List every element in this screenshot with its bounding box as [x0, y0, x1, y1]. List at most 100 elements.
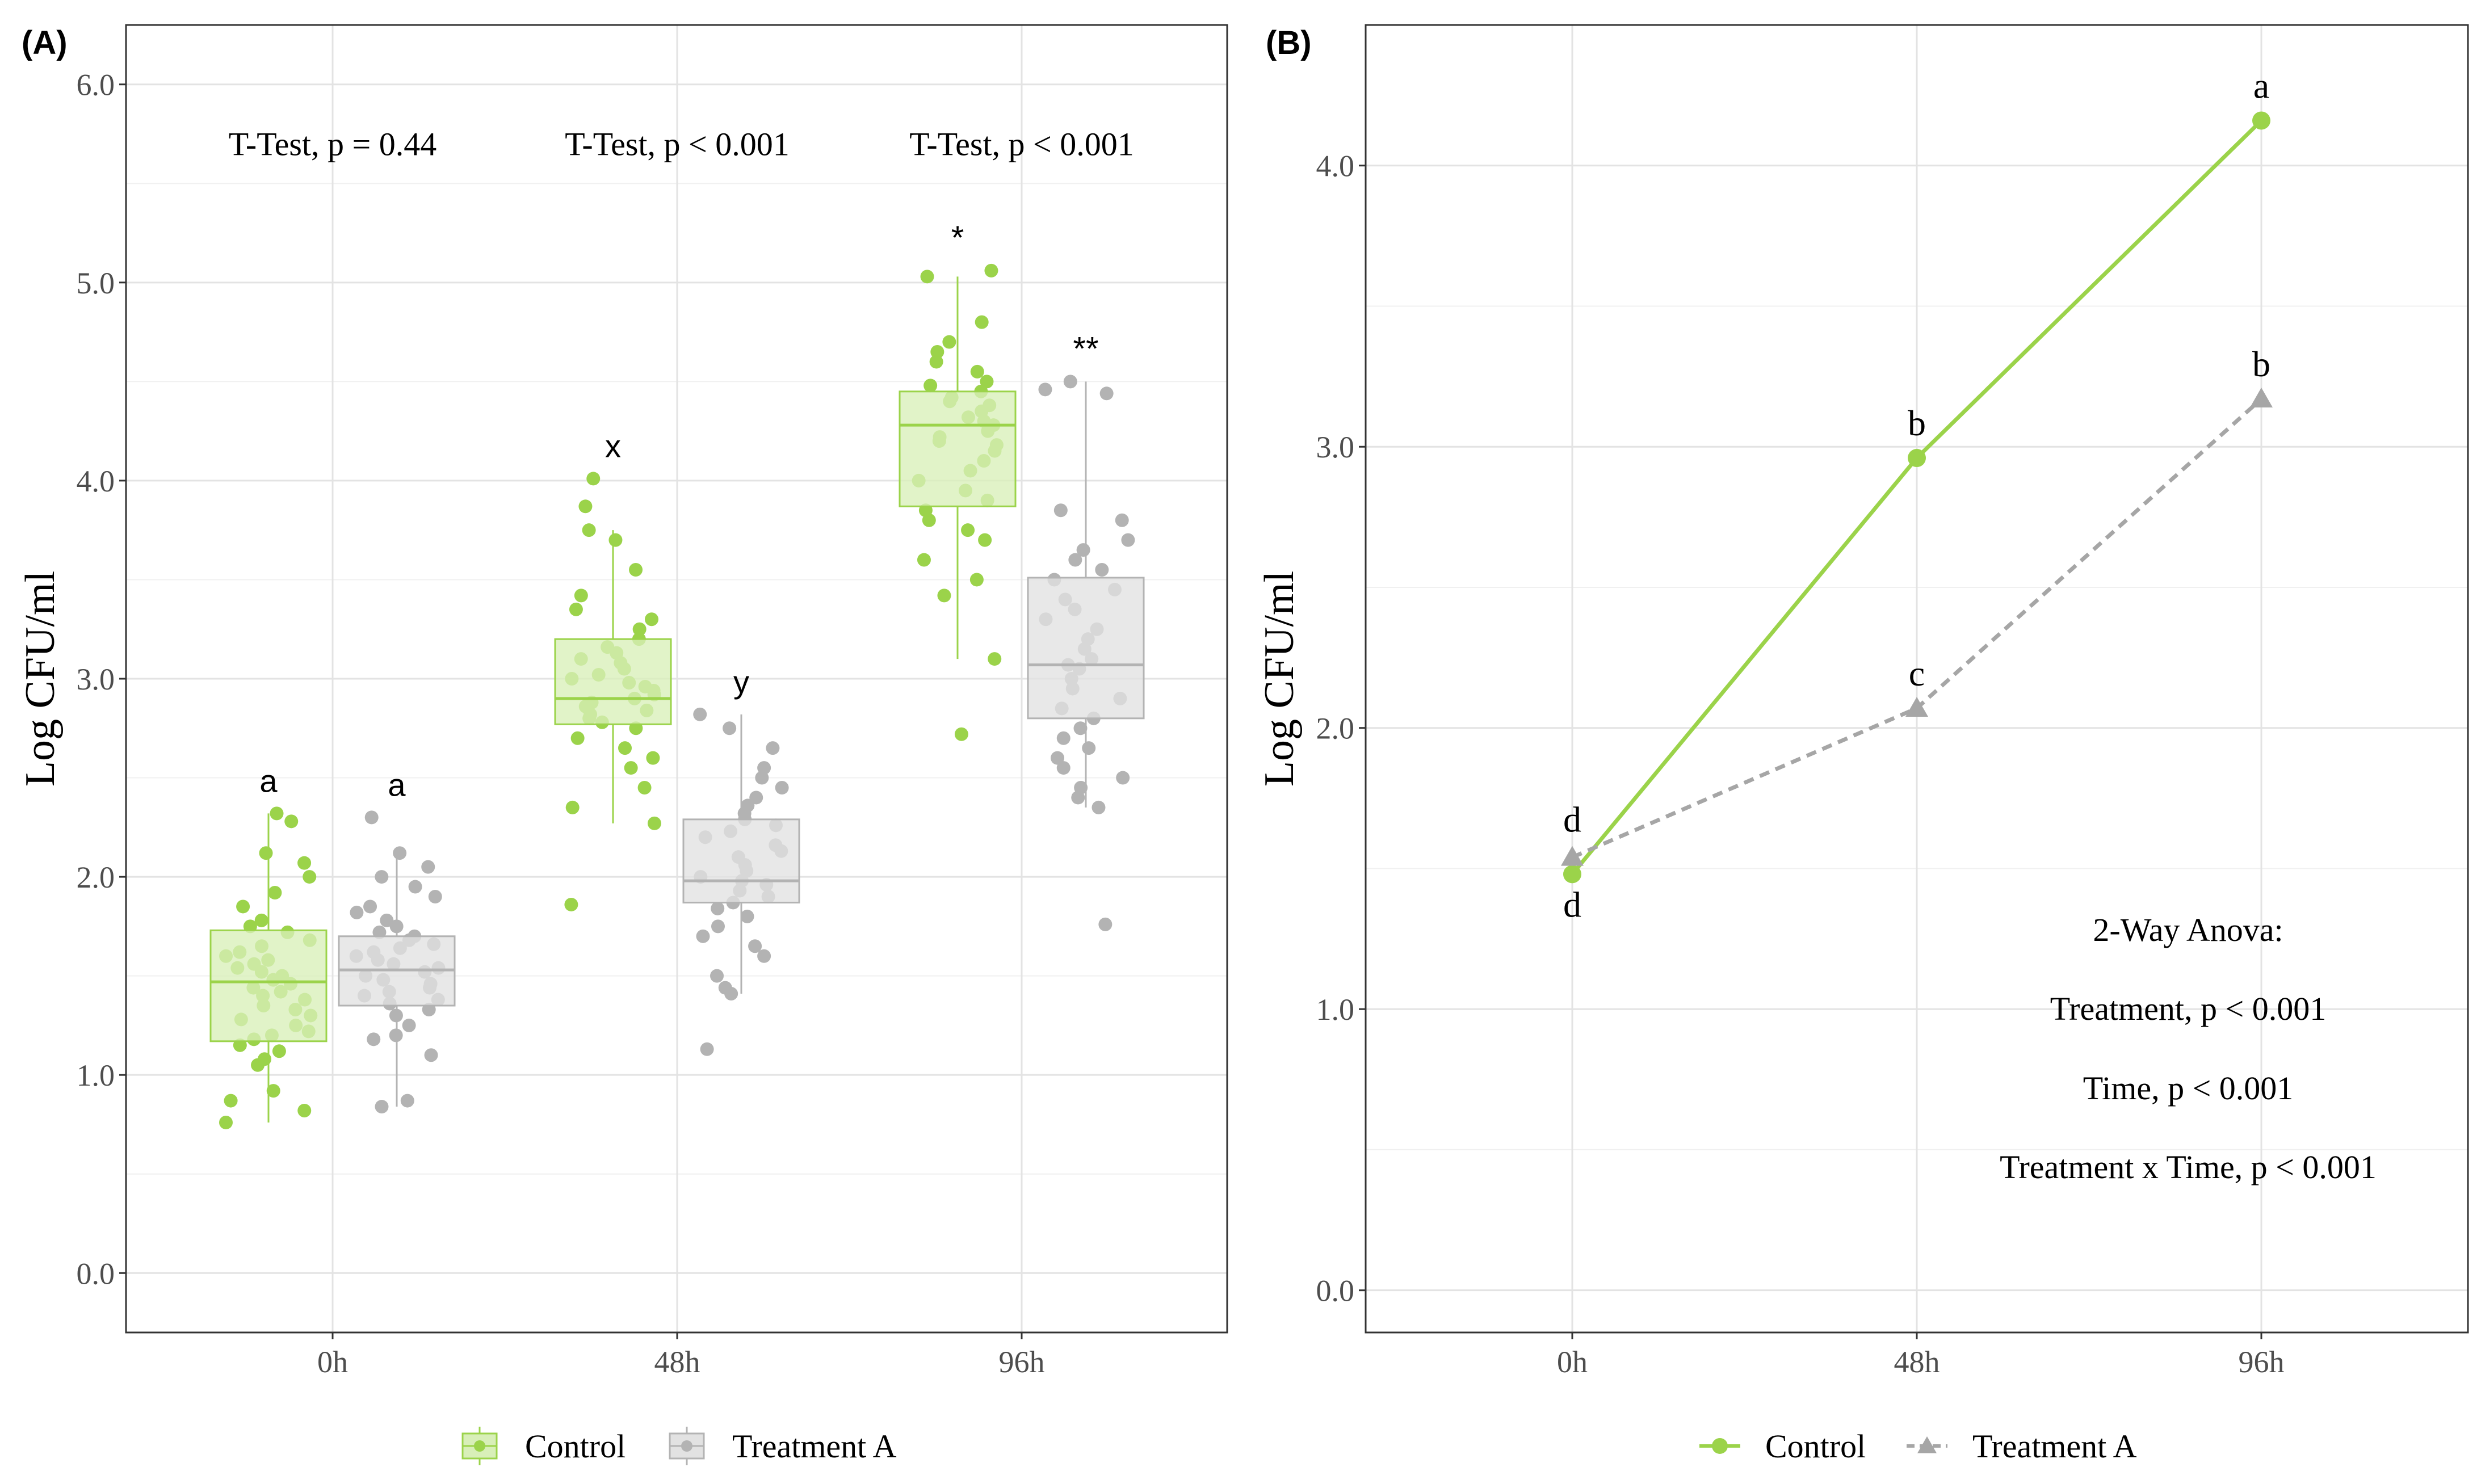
jitter-point: [1092, 800, 1106, 814]
jitter-point: [942, 335, 956, 349]
jitter-point: [364, 810, 379, 825]
y-tick-label: 0.0: [77, 1256, 115, 1290]
significance-letter: y: [733, 664, 749, 700]
jitter-point: [303, 870, 317, 884]
panel-b-anova-annotation: 2-Way Anova: Treatment, p < 0.001 Time, …: [2000, 911, 2377, 1185]
jitter-point: [961, 523, 975, 537]
jitter-point: [570, 731, 585, 745]
anova-line-time: Time, p < 0.001: [2083, 1070, 2294, 1107]
legend-key-point: [474, 1440, 485, 1452]
jitter-point: [402, 1018, 416, 1032]
legend-label: Control: [525, 1428, 626, 1465]
y-tick-label: 1.0: [1316, 993, 1355, 1027]
jitter-point: [1073, 721, 1088, 735]
x-tick-label: 48h: [1894, 1345, 1940, 1379]
jitter-point: [700, 1042, 714, 1056]
point-marker: [2250, 387, 2273, 407]
jitter-point: [748, 939, 762, 953]
y-tick-label: 4.0: [1316, 149, 1355, 183]
significance-letter: d: [1563, 884, 1581, 924]
panel-b-gridlines: [1366, 25, 2468, 1332]
jitter-point: [978, 533, 992, 547]
jitter-point: [1082, 741, 1096, 755]
jitter-point: [954, 727, 968, 741]
significance-letter: a: [388, 767, 406, 802]
panel-b-x-ticks: 0h 48h 96h: [1557, 1332, 2285, 1379]
anova-title: 2-Way Anova:: [2093, 911, 2283, 948]
jitter-point: [917, 553, 931, 567]
jitter-point: [219, 1115, 233, 1129]
jitter-point: [428, 890, 442, 903]
x-tick-label: 96h: [2239, 1345, 2285, 1379]
significance-letter: c: [1909, 653, 1925, 693]
jitter-point: [266, 1084, 280, 1098]
jitter-point: [284, 814, 299, 829]
panel-b-legend: Control Treatment A: [1699, 1428, 2137, 1465]
panel-a-significance-letters: a x * a y **: [259, 220, 1098, 802]
jitter-point: [259, 846, 273, 860]
jitter-point: [975, 315, 989, 329]
jitter-point: [424, 1048, 438, 1062]
jitter-point: [236, 899, 250, 914]
x-tick-label: 0h: [317, 1345, 348, 1379]
jitter-point: [696, 929, 710, 943]
jitter-point: [565, 800, 580, 814]
box-iqr: [682, 818, 800, 903]
panel-b-series-markers: [1561, 111, 2273, 884]
panel-b-line-chart: (B) 0.0 1.0 2.0 3.0 4.0 0h 48h 96h d b a d c b 2-Wa…: [1256, 24, 2469, 1465]
ttest-annotation: T-Test, p < 0.001: [565, 125, 789, 162]
jitter-point: [710, 969, 724, 983]
y-tick-label: 4.0: [77, 464, 115, 498]
panel-b-label: (B): [1266, 24, 1312, 61]
jitter-point: [711, 919, 725, 934]
jitter-point: [740, 909, 754, 923]
point-marker: [1561, 846, 1584, 866]
jitter-point: [1068, 553, 1082, 567]
jitter-point: [988, 652, 1002, 666]
significance-letter: b: [1908, 403, 1926, 443]
jitter-point: [400, 1094, 414, 1108]
jitter-point: [268, 886, 282, 900]
significance-letter: b: [2252, 344, 2270, 384]
jitter-point: [937, 588, 951, 603]
ttest-annotation: T-Test, p < 0.001: [909, 125, 1134, 162]
legend-key-point: [681, 1440, 692, 1452]
y-tick-label: 1.0: [77, 1058, 115, 1092]
point-marker: [1905, 697, 1928, 717]
jitter-point: [1051, 751, 1065, 765]
jitter-point: [723, 721, 737, 735]
jitter-point: [624, 761, 638, 775]
significance-letter: **: [1073, 330, 1098, 367]
jitter-point: [367, 1032, 381, 1046]
jitter-point: [637, 781, 652, 794]
jitter-point: [578, 499, 593, 514]
jitter-point: [350, 905, 364, 919]
jitter-point: [582, 523, 596, 537]
jitter-point: [408, 880, 422, 894]
anova-line-interaction: Treatment x Time, p < 0.001: [2000, 1149, 2377, 1185]
point-marker: [1563, 865, 1581, 884]
y-tick-label: 0.0: [1316, 1274, 1355, 1308]
jitter-point: [1098, 917, 1113, 931]
jitter-point: [564, 897, 578, 911]
jitter-point: [421, 860, 435, 874]
jitter-point: [766, 741, 780, 755]
significance-letter: *: [951, 220, 964, 257]
panel-a-plot-border: [125, 24, 1228, 1334]
panel-b-plot-border: [1365, 24, 2469, 1334]
jitter-point: [618, 741, 632, 755]
panel-b-y-axis-label: Log CFU/ml: [1256, 571, 1303, 787]
jitter-point: [254, 913, 268, 927]
y-tick-label: 2.0: [77, 860, 115, 894]
jitter-point: [757, 949, 771, 963]
panel-b-significance-letters: d b a d c b: [1563, 65, 2270, 924]
jitter-point: [1095, 563, 1109, 577]
jitter-point: [970, 364, 984, 379]
panel-a-x-ticks: 0h 48h 96h: [317, 1332, 1045, 1379]
jitter-point: [749, 791, 763, 805]
jitter-point: [586, 472, 601, 486]
jitter-point: [969, 573, 984, 587]
jitter-point: [1074, 781, 1088, 794]
significance-letter: a: [2253, 65, 2269, 106]
